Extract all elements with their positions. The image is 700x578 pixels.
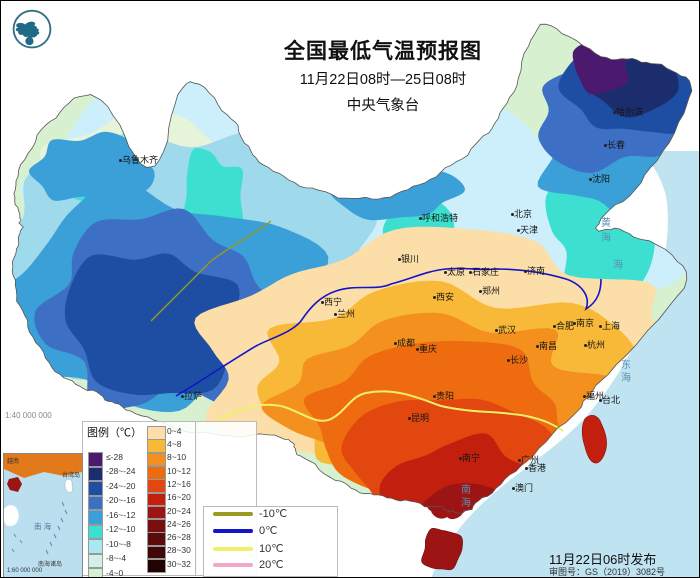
svg-text:南 海: 南 海: [34, 521, 52, 531]
